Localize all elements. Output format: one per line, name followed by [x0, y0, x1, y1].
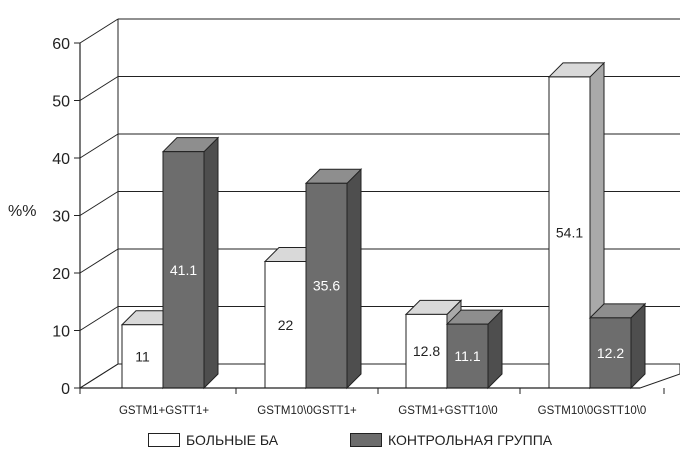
data-label: 11: [135, 348, 150, 364]
x-axis: GSTM1+GSTT1+ GSTM10\0GSTT1+ GSTM1+GSTT10\0…: [79, 387, 665, 417]
gridline-diagonal: [79, 363, 119, 389]
y-tick-label: 30: [52, 209, 70, 226]
x-tick-label: GSTM10\0GSTT1+: [257, 405, 357, 417]
data-label: 41.1: [170, 262, 197, 278]
data-label: 11.1: [454, 348, 480, 364]
legend-label-control: КОНТРОЛЬНАЯ ГРУППА: [388, 432, 553, 448]
y-axis: 0 10 20 30 40 50 60: [52, 36, 81, 398]
data-label: 12.8: [413, 343, 440, 359]
bars: 11 41.1 22 35.6 12.8 11.1 54.1 12.2: [120, 61, 647, 390]
y-tick-label: 0: [61, 381, 70, 398]
data-label: 22: [278, 317, 294, 333]
legend-item-control: КОНТРОЛЬНАЯ ГРУППА: [350, 432, 552, 448]
bar: [305, 182, 348, 389]
legend-swatch-control: [350, 433, 382, 447]
legend-item-patients: БОЛЬНЫЕ БА: [148, 432, 278, 448]
data-label: 54.1: [556, 224, 583, 240]
data-label: 12.2: [597, 345, 624, 361]
legend-label-patients: БОЛЬНЫЕ БА: [186, 432, 279, 448]
y-tick-label: 40: [52, 151, 70, 168]
legend: БОЛЬНЫЕ БА КОНТРОЛЬНАЯ ГРУППА: [0, 432, 680, 454]
gridline-diagonal: [79, 248, 119, 274]
bar: [162, 151, 205, 389]
data-label: 35.6: [313, 278, 340, 294]
y-tick-label: 20: [52, 266, 70, 283]
x-tick-label: GSTM10\0GSTT10\0: [538, 405, 647, 417]
y-tick-label: 10: [52, 324, 70, 341]
bar: [264, 261, 307, 389]
x-tick-label: GSTM1+GSTT10\0: [398, 405, 497, 417]
x-tick-label: GSTM1+GSTT1+: [119, 405, 209, 417]
gridline-diagonal: [79, 18, 119, 44]
y-tick-label: 50: [52, 94, 70, 111]
bar: [589, 317, 632, 389]
chart: 0 10 20 30 40 50 60 %% 11 41.1 22 35.6 12.8 11.1 54.…: [8, 18, 680, 417]
bar: [405, 313, 448, 389]
gridline-diagonal: [79, 133, 119, 159]
y-tick-label: 60: [52, 36, 70, 53]
bar-side: [630, 302, 646, 390]
gridline-diagonal: [79, 76, 119, 101]
bar-side: [346, 168, 362, 390]
legend-swatch-patients: [148, 433, 180, 447]
y-axis-label: %%: [8, 203, 36, 220]
bar: [446, 323, 489, 389]
gridline-diagonal: [79, 191, 119, 216]
gridline-diagonal: [79, 306, 119, 331]
bar-side: [203, 136, 219, 390]
